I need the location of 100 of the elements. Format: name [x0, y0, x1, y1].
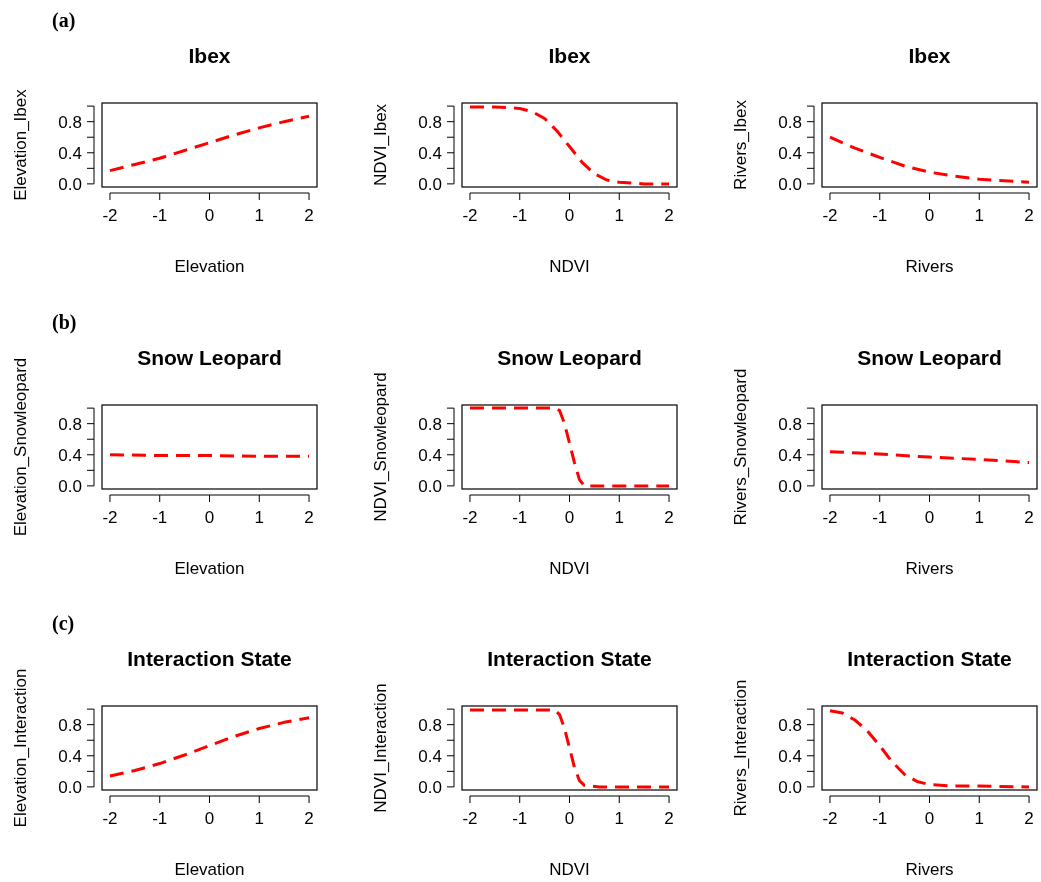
- y-tick-label: 0.0: [778, 777, 802, 797]
- x-tick-label: 1: [614, 809, 624, 828]
- x-tick-label: 1: [974, 206, 984, 225]
- y-tick-label: 0.0: [418, 777, 442, 797]
- x-axis-title: NDVI: [549, 559, 590, 578]
- x-tick-label: -1: [872, 508, 888, 527]
- x-axis-title: Elevation: [174, 860, 245, 879]
- y-tick-label: 0.8: [58, 414, 82, 434]
- x-tick-label: 1: [614, 206, 624, 225]
- x-axis-title: NDVI: [549, 860, 590, 879]
- x-tick-label: -2: [462, 206, 478, 225]
- x-tick-label: 2: [304, 206, 314, 225]
- y-axis-title: NDVI_Ibex: [371, 103, 390, 187]
- x-tick-label: 2: [304, 508, 314, 527]
- x-tick-label: 2: [1024, 206, 1034, 225]
- x-tick-label: 0: [564, 206, 575, 225]
- x-tick-label: 1: [614, 508, 624, 527]
- line-series: [108, 716, 311, 778]
- chart-title: Snow Leopard: [137, 346, 282, 369]
- x-tick-label: 1: [254, 206, 264, 225]
- y-tick-label: 0.0: [58, 174, 82, 194]
- x-tick-label: -2: [822, 508, 838, 527]
- line-series: [468, 708, 671, 789]
- y-tick-label: 0.8: [58, 715, 82, 735]
- y-axis-title: Elevation_Snowleopard: [11, 357, 30, 537]
- y-axis-title: Rivers_Interaction: [731, 679, 750, 817]
- x-tick-label: -1: [152, 206, 168, 225]
- y-tick-label: 0.8: [418, 414, 442, 434]
- x-tick-label: 1: [254, 508, 264, 527]
- x-tick-label: 2: [664, 508, 674, 527]
- x-tick-label: 2: [664, 206, 674, 225]
- x-tick-label: 0: [204, 508, 215, 527]
- x-axis-title: Rivers: [905, 257, 954, 276]
- chart-title: Snow Leopard: [497, 346, 642, 369]
- x-axis-title: NDVI: [549, 257, 590, 276]
- chart-title: Interaction State: [487, 647, 652, 670]
- y-tick-label: 0.0: [418, 174, 442, 194]
- y-tick-label: 0.8: [418, 715, 442, 735]
- text: (c): [52, 612, 75, 635]
- y-tick-label: 0.8: [778, 715, 802, 735]
- y-tick-label: 0.8: [418, 112, 442, 132]
- line-series: [828, 450, 1031, 465]
- x-tick-label: 2: [304, 809, 314, 828]
- y-tick-label: 0.4: [778, 746, 802, 766]
- x-tick-label: -1: [872, 206, 888, 225]
- x-tick-label: 0: [924, 508, 935, 527]
- y-tick-label: 0.4: [58, 746, 82, 766]
- y-tick-label: 0.0: [418, 476, 442, 496]
- y-axis-title: Rivers_Ibex: [731, 99, 750, 190]
- x-tick-label: -2: [102, 206, 118, 225]
- x-axis-title: Elevation: [174, 257, 245, 276]
- x-tick-label: 0: [204, 206, 215, 225]
- y-tick-label: 0.0: [778, 476, 802, 496]
- x-tick-label: 0: [564, 809, 575, 828]
- x-tick-label: 2: [1024, 809, 1034, 828]
- y-tick-label: 0.0: [58, 476, 82, 496]
- x-tick-label: -1: [152, 809, 168, 828]
- x-axis-title: Elevation: [174, 559, 245, 578]
- y-tick-label: 0.4: [58, 143, 82, 163]
- x-tick-label: 1: [254, 809, 264, 828]
- x-tick-label: -2: [822, 206, 838, 225]
- y-tick-label: 0.4: [778, 445, 802, 465]
- y-tick-label: 0.0: [778, 174, 802, 194]
- x-tick-label: -2: [102, 809, 118, 828]
- chart-title: Interaction State: [847, 647, 1012, 670]
- chart-title: Ibex: [548, 44, 591, 67]
- line-series: [828, 709, 1031, 789]
- x-tick-label: 1: [974, 508, 984, 527]
- y-tick-label: 0.4: [418, 746, 442, 766]
- y-tick-label: 0.0: [58, 777, 82, 797]
- chart-title: Interaction State: [127, 647, 292, 670]
- y-axis-title: Elevation_Ibex: [11, 88, 30, 201]
- y-axis-title: Elevation_Interaction: [11, 668, 30, 828]
- x-tick-label: 0: [924, 809, 935, 828]
- x-tick-label: 0: [204, 809, 215, 828]
- chart-title: Snow Leopard: [857, 346, 1002, 369]
- y-tick-label: 0.8: [58, 112, 82, 132]
- y-tick-label: 0.4: [778, 143, 802, 163]
- line-series: [468, 105, 671, 186]
- y-axis-title: NDVI_Snowleopard: [371, 372, 390, 522]
- x-tick-label: -1: [512, 206, 528, 225]
- x-axis-title: Rivers: [905, 860, 954, 879]
- y-axis-title: NDVI_Interaction: [371, 683, 390, 813]
- x-tick-label: -1: [512, 809, 528, 828]
- chart-title: Ibex: [188, 44, 231, 67]
- y-tick-label: 0.8: [778, 112, 802, 132]
- x-tick-label: -2: [462, 508, 478, 527]
- line-series: [108, 114, 311, 173]
- x-tick-label: 2: [1024, 508, 1034, 527]
- y-axis-title: Rivers_Snowleopard: [731, 368, 750, 526]
- y-tick-label: 0.4: [58, 445, 82, 465]
- text: (a): [52, 9, 76, 32]
- x-tick-label: -2: [102, 508, 118, 527]
- x-tick-label: 2: [664, 809, 674, 828]
- x-tick-label: -2: [462, 809, 478, 828]
- text: (b): [52, 311, 77, 334]
- line-series: [468, 406, 671, 488]
- x-tick-label: -2: [822, 809, 838, 828]
- x-tick-label: 0: [924, 206, 935, 225]
- x-tick-label: -1: [512, 508, 528, 527]
